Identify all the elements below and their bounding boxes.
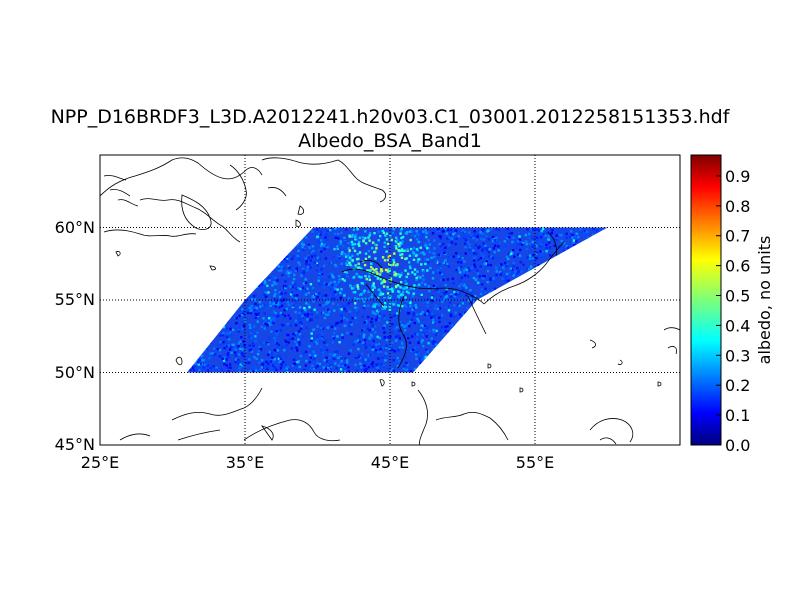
colorbar-tick-label: 0.3: [725, 346, 750, 365]
colorbar-tick-label: 0.8: [725, 197, 750, 216]
chart-subtitle: Albedo_BSA_Band1: [298, 130, 482, 152]
colorbar-tick-label: 0.0: [725, 436, 750, 455]
lat-tick-label: 45°N: [55, 435, 95, 454]
lon-tick-label: 45°E: [371, 453, 409, 472]
map-frame: [99, 154, 681, 446]
colorbar: [690, 154, 722, 446]
lat-tick-label: 55°N: [55, 290, 95, 309]
colorbar-tick-label: 0.4: [725, 316, 750, 335]
colorbar-tick-label: 0.9: [725, 167, 750, 186]
colorbar-tick-label: 0.1: [725, 406, 750, 425]
colorbar-ticks: 0.0 0.1 0.2 0.3 0.4 0.5 0.6 0.7 0.8 0.9: [716, 167, 750, 455]
colorbar-tick-label: 0.6: [725, 257, 750, 276]
colorbar-tick-label: 0.7: [725, 227, 750, 246]
colorbar-tick-label: 0.2: [725, 376, 750, 395]
lat-tick-label: 50°N: [55, 363, 95, 382]
colorbar-label: albedo, no units: [755, 236, 774, 365]
coastlines: [100, 157, 680, 445]
chart-title: NPP_D16BRDF3_L3D.A2012241.h20v03.C1_0300…: [50, 106, 730, 128]
lon-tick-label: 25°E: [81, 453, 119, 472]
lat-tick-label: 60°N: [55, 218, 95, 237]
map-grid: [100, 155, 680, 445]
lon-tick-label: 55°E: [516, 453, 554, 472]
lon-tick-label: 35°E: [226, 453, 264, 472]
colorbar-tick-label: 0.5: [725, 287, 750, 306]
